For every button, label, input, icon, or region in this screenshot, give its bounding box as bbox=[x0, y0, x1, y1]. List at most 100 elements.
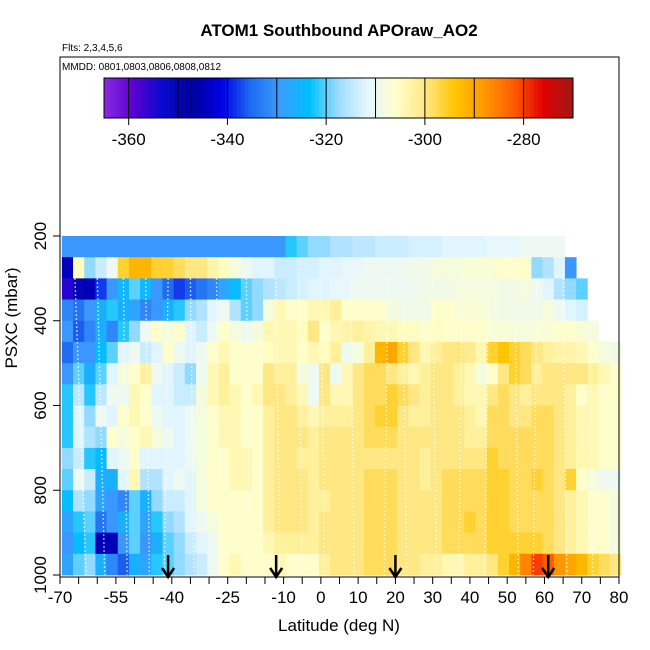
heatmap-cell bbox=[73, 257, 85, 279]
colorbar-segment bbox=[326, 78, 332, 118]
heatmap-cell bbox=[475, 320, 488, 343]
heatmap-cell bbox=[531, 257, 543, 279]
heatmap-cell bbox=[196, 299, 208, 322]
heatmap-cell bbox=[419, 299, 432, 322]
x-tick-label: -40 bbox=[160, 588, 185, 607]
heatmap-cell bbox=[274, 299, 286, 322]
heatmap-cell bbox=[352, 257, 365, 279]
colorbar-segment bbox=[514, 78, 519, 118]
heatmap-cell bbox=[151, 553, 163, 576]
colorbar-segment bbox=[170, 78, 175, 118]
heatmap-cell bbox=[196, 278, 208, 300]
heatmap-cell bbox=[61, 384, 74, 406]
heatmap-cell bbox=[73, 299, 85, 322]
heatmap-cell bbox=[408, 426, 421, 449]
heatmap-cell bbox=[240, 405, 253, 428]
heatmap-cell bbox=[319, 320, 331, 343]
heatmap-cell bbox=[531, 320, 543, 343]
heatmap-cell bbox=[363, 532, 376, 555]
heatmap-cell bbox=[263, 341, 275, 364]
heatmap-cell bbox=[73, 532, 85, 555]
heatmap-cell bbox=[196, 384, 208, 406]
colorbar-segment bbox=[354, 78, 359, 118]
heatmap-cell bbox=[408, 490, 421, 512]
heatmap-cell bbox=[140, 257, 152, 279]
heatmap-cell bbox=[531, 532, 543, 555]
colorbar-segment bbox=[533, 78, 539, 118]
heatmap-cell bbox=[307, 320, 320, 343]
heatmap-cell bbox=[84, 278, 96, 300]
heatmap-cell bbox=[285, 426, 298, 449]
heatmap-cell bbox=[352, 299, 365, 322]
heatmap-cell bbox=[453, 341, 465, 364]
heatmap-cell bbox=[263, 511, 275, 534]
heatmap-cell bbox=[173, 384, 186, 406]
heatmap-cell bbox=[207, 511, 219, 534]
heatmap-cell bbox=[84, 490, 96, 512]
heatmap-cell bbox=[117, 532, 130, 555]
heatmap-cell bbox=[296, 278, 309, 300]
flight-track bbox=[562, 278, 568, 576]
colorbar-segment bbox=[139, 78, 144, 118]
heatmap-cell bbox=[196, 341, 208, 364]
heatmap-cell bbox=[352, 511, 365, 534]
colorbar-segment bbox=[131, 78, 136, 118]
colorbar-segment bbox=[432, 78, 437, 118]
dates-label: MMDD: 0801,0803,0806,0808,0812 bbox=[62, 62, 221, 73]
heatmap-cell bbox=[430, 553, 443, 576]
heatmap-cell bbox=[341, 278, 353, 300]
heatmap-cell bbox=[453, 236, 465, 258]
heatmap-cell bbox=[84, 299, 96, 322]
heatmap-cell bbox=[218, 405, 230, 428]
heatmap-cell bbox=[84, 447, 96, 470]
heatmap-cell bbox=[307, 511, 320, 534]
heatmap-cell bbox=[419, 341, 432, 364]
colorbar-segment bbox=[569, 78, 574, 118]
colorbar-tick-label: -360 bbox=[112, 130, 146, 149]
colorbar-segment bbox=[455, 78, 461, 118]
heatmap-cell bbox=[251, 278, 264, 300]
colorbar-segment bbox=[522, 78, 527, 118]
heatmap-cell bbox=[196, 469, 208, 491]
colorbar-segment bbox=[490, 78, 496, 118]
heatmap-cell bbox=[307, 426, 320, 449]
heatmap-cell bbox=[207, 490, 219, 512]
heatmap-cell bbox=[497, 511, 510, 534]
heatmap-cell bbox=[576, 490, 588, 512]
heatmap-cell bbox=[520, 341, 532, 364]
heatmap-cell bbox=[285, 405, 298, 428]
colorbar-segment bbox=[252, 78, 257, 118]
colorbar-segment bbox=[127, 78, 132, 118]
heatmap-cell bbox=[285, 490, 298, 512]
heatmap-cell bbox=[564, 405, 577, 428]
colorbar-segment bbox=[549, 78, 554, 118]
flight-track bbox=[588, 278, 594, 576]
heatmap-cell bbox=[73, 278, 85, 300]
heatmap-cell bbox=[542, 511, 555, 534]
heatmap-cell bbox=[263, 426, 275, 449]
heatmap-cell bbox=[542, 405, 555, 428]
heatmap-cell bbox=[73, 320, 85, 343]
heatmap-cell bbox=[140, 490, 152, 512]
heatmap-cell bbox=[218, 236, 230, 258]
heatmap-cell bbox=[196, 553, 208, 576]
heatmap-cell bbox=[263, 363, 275, 385]
heatmap-cell bbox=[307, 405, 320, 428]
heatmap-cell bbox=[553, 405, 566, 428]
heatmap-cell bbox=[251, 490, 264, 512]
heatmap-cell bbox=[95, 490, 107, 512]
heatmap-cell bbox=[587, 405, 599, 428]
heatmap-cell bbox=[509, 405, 521, 428]
heatmap-cell bbox=[162, 278, 175, 300]
colorbar-segment bbox=[123, 78, 128, 118]
colorbar-segment bbox=[264, 78, 269, 118]
colorbar-segment bbox=[365, 78, 371, 118]
heatmap-cell bbox=[173, 490, 186, 512]
heatmap-cell bbox=[207, 236, 219, 258]
heatmap-cell bbox=[497, 426, 510, 449]
heatmap-cell bbox=[587, 553, 599, 576]
heatmap-cell bbox=[162, 405, 175, 428]
heatmap-cell bbox=[363, 405, 376, 428]
heatmap-cell bbox=[430, 384, 443, 406]
heatmap-cell bbox=[128, 469, 141, 491]
